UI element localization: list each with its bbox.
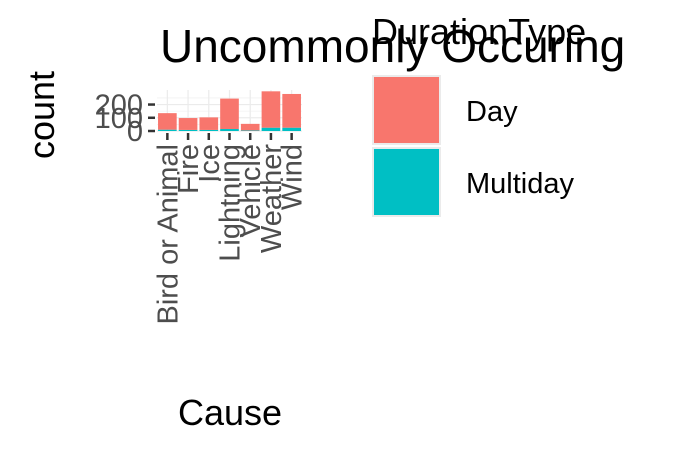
legend-title: DurationType bbox=[372, 11, 586, 52]
bar-multiday-lightning bbox=[220, 129, 239, 131]
bar-day-ice bbox=[199, 117, 219, 130]
x-tick-label: Fire bbox=[173, 144, 205, 194]
x-axis: Bird or AnimalFireIceLightningVehicleWea… bbox=[152, 133, 309, 325]
chart-title: Uncommonly Occuring bbox=[160, 20, 625, 72]
legend-key-multiday bbox=[372, 147, 441, 217]
bar-day-weather bbox=[261, 91, 281, 128]
legend-key-day bbox=[372, 75, 441, 145]
bar-multiday-ice bbox=[199, 129, 219, 131]
bar-day-bird-or-animal bbox=[158, 113, 177, 130]
x-tick-label: Weather bbox=[256, 144, 288, 253]
y-axis-title: count bbox=[21, 71, 62, 159]
bar-multiday-wind bbox=[282, 127, 301, 131]
x-tick-label: Vehicle bbox=[235, 144, 267, 238]
legend-label-day: Day bbox=[466, 96, 518, 128]
x-tick-label: Lightning bbox=[215, 144, 247, 262]
y-tick-label: 100 bbox=[95, 103, 143, 135]
x-tick-label: Wind bbox=[277, 144, 309, 210]
y-tick-label: 0 bbox=[127, 116, 143, 148]
y-tick-label: 200 bbox=[95, 90, 143, 122]
bar-day-vehicle bbox=[240, 123, 260, 131]
bars bbox=[158, 91, 301, 131]
bar-day-lightning bbox=[220, 98, 239, 130]
bar-multiday-bird-or-animal bbox=[158, 129, 177, 131]
x-axis-title: Cause bbox=[178, 392, 282, 433]
bar-day-fire bbox=[178, 118, 198, 130]
bar-day-wind bbox=[282, 93, 301, 128]
bar-multiday-fire bbox=[178, 129, 198, 131]
bar-multiday-vehicle bbox=[240, 130, 260, 131]
legend-label-multiday: Multiday bbox=[466, 168, 574, 200]
legend: DurationType Day Multiday bbox=[372, 11, 586, 217]
bar-multiday-weather bbox=[261, 127, 281, 131]
x-tick-label: Ice bbox=[194, 144, 226, 183]
x-tick-label: Bird or Animal bbox=[152, 144, 184, 325]
